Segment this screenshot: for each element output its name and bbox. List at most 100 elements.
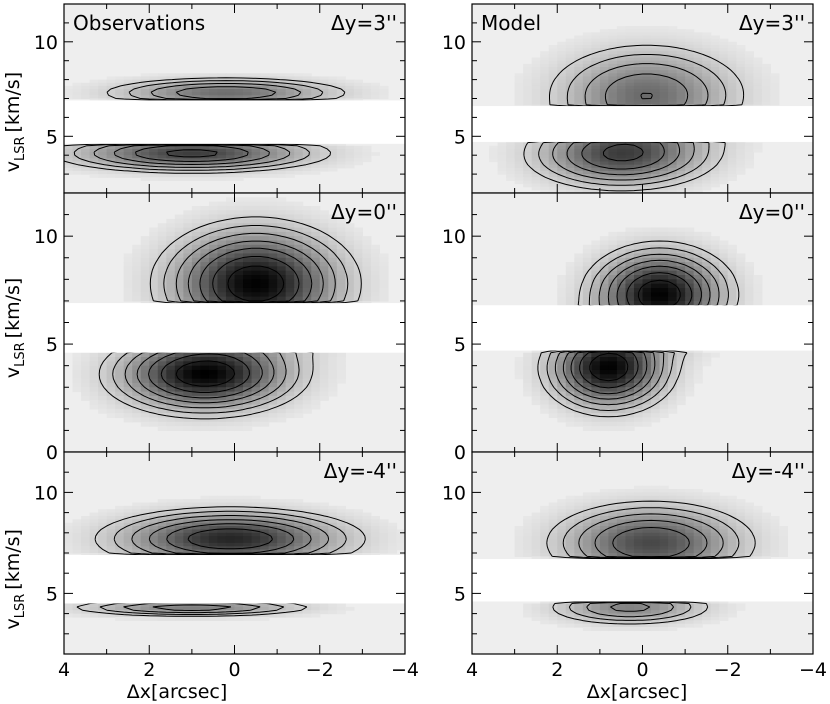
pixel-cell <box>89 606 99 611</box>
pixel-cell <box>149 262 159 267</box>
pixel-cell <box>659 492 669 497</box>
pixel-cell <box>616 145 627 150</box>
pixel-cell <box>506 142 516 147</box>
pixel-cell <box>285 240 295 246</box>
pixel-cell <box>668 164 678 169</box>
pixel-cell <box>294 512 304 517</box>
pixel-cell <box>123 76 133 81</box>
pixel-cell <box>285 374 295 380</box>
pixel-cell <box>294 400 304 406</box>
pixel-cell <box>574 421 584 427</box>
pixel-cell <box>319 89 329 93</box>
pixel-cell <box>557 352 567 358</box>
pixel-cell <box>668 85 678 90</box>
pixel-cell <box>132 170 142 175</box>
pixel-cell <box>362 283 372 289</box>
pixel-cell <box>311 287 321 293</box>
pixel-cell <box>89 174 99 178</box>
pixel-cell <box>200 546 210 551</box>
pixel-cell <box>582 421 592 427</box>
pixel-cell <box>625 374 635 380</box>
pixel-cell <box>608 73 618 78</box>
pixel-cell <box>243 417 253 423</box>
pixel-cell <box>353 92 363 96</box>
pixel-cell <box>531 369 541 375</box>
pixel-cell <box>642 35 652 40</box>
pixel-cell <box>616 515 627 520</box>
pixel-cell <box>64 161 74 166</box>
pixel-cell <box>574 279 584 285</box>
pixel-cell <box>362 512 372 517</box>
pixel-cell <box>234 161 244 166</box>
pixel-cell <box>302 73 312 78</box>
pixel-cell <box>106 515 116 520</box>
pixel-cell <box>311 400 321 406</box>
pixel-cell <box>582 300 592 306</box>
pixel-cell <box>633 170 644 175</box>
pixel-cell <box>217 417 227 423</box>
pixel-cell <box>651 365 661 371</box>
pixel-cell <box>736 266 746 272</box>
pixel-cell <box>319 539 329 544</box>
pixel-cell <box>548 352 558 358</box>
pixel-cell <box>540 174 550 178</box>
pixel-cell <box>302 613 312 618</box>
pixel-cell <box>353 236 363 242</box>
pixel-cell <box>260 275 270 280</box>
pixel-cell <box>599 279 610 285</box>
pixel-cell <box>302 227 312 233</box>
pixel-cell <box>396 529 405 534</box>
pixel-cell <box>625 262 635 267</box>
pixel-cell <box>719 509 729 514</box>
pixel-cell <box>744 51 754 55</box>
pixel-cell <box>174 369 184 375</box>
pixel-cell <box>727 142 737 147</box>
pixel-cell <box>599 287 610 293</box>
pixel-cell <box>744 512 754 517</box>
pixel-cell <box>625 495 635 500</box>
pixel-cell <box>761 63 771 68</box>
pixel-cell <box>362 279 372 285</box>
pixel-cell <box>676 296 686 302</box>
pixel-cell <box>574 361 584 367</box>
pixel-cell <box>260 89 270 93</box>
pixel-cell <box>225 522 236 527</box>
pixel-cell <box>183 73 193 78</box>
pixel-cell <box>149 253 159 259</box>
pixel-cell <box>319 210 329 216</box>
pixel-cell <box>608 60 618 65</box>
pixel-cell <box>719 495 729 500</box>
pixel-cell <box>183 227 193 233</box>
pixel-cell <box>591 44 601 49</box>
pixel-cell <box>81 82 91 87</box>
pixel-cell <box>260 249 270 255</box>
pixel-cell <box>132 400 142 406</box>
pixel-cell <box>659 502 669 507</box>
pixel-cell <box>736 95 746 100</box>
pixel-cell <box>251 512 261 517</box>
contour-line <box>166 149 218 158</box>
pixel-cell <box>574 44 584 49</box>
pixel-cell <box>353 532 363 537</box>
pixel-cell <box>616 167 627 172</box>
pixel-cell <box>506 161 516 166</box>
pixel-cell <box>302 145 312 150</box>
y-tick-label: 0 <box>46 442 58 464</box>
pixel-cell <box>217 296 227 302</box>
pixel-cell <box>565 505 575 510</box>
pixel-cell <box>106 382 116 388</box>
pixel-cell <box>234 361 244 367</box>
pixel-cell <box>89 89 99 93</box>
pixel-cell <box>616 231 627 237</box>
pixel-cell <box>140 76 150 81</box>
pixel-cell <box>285 499 295 504</box>
pixel-cell <box>149 369 159 375</box>
pixel-cell <box>523 79 533 84</box>
pixel-cell <box>234 73 244 78</box>
pixel-cell <box>328 148 338 153</box>
pixel-cell <box>208 365 219 371</box>
pixel-cell <box>234 148 244 153</box>
pixel-cell <box>719 67 729 71</box>
pixel-cell <box>387 549 398 554</box>
pixel-cell <box>625 352 635 358</box>
